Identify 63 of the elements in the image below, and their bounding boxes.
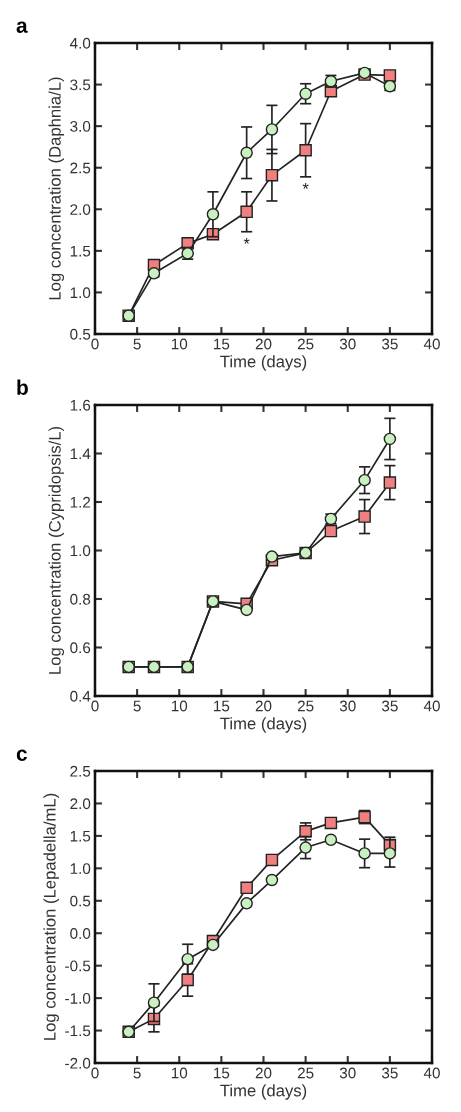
x-tick-label: 20 (255, 700, 272, 712)
y-tick-label: 1.6 (70, 399, 91, 411)
y-tick-label: 2.0 (70, 798, 91, 810)
x-tick-label: 5 (133, 700, 141, 712)
x-tick-label: 25 (297, 1067, 314, 1079)
y-axis-title: Log concentration (Daphnia/L) (48, 77, 65, 300)
y-tick-label: -0.5 (65, 960, 91, 972)
x-tick-label: 0 (91, 338, 99, 350)
x-tick-label: 30 (339, 338, 356, 350)
y-tick-label: 4.0 (69, 37, 91, 49)
x-tick-label: 0 (91, 700, 99, 712)
chart-title: b (17, 379, 28, 395)
x-tick-label: 25 (297, 700, 314, 712)
y-tick-label: 3.5 (70, 79, 91, 91)
x-tick-label: 30 (339, 700, 356, 712)
chart-title: a (16, 21, 28, 33)
y-tick-label: 0.5 (70, 895, 91, 907)
annotation: * (302, 183, 309, 189)
x-axis-title: Time (days) (220, 355, 307, 371)
y-axis-title: Log concentration (Lepadella/mL) (43, 793, 59, 1040)
y-tick-label: 0.6 (70, 642, 91, 654)
x-tick-label: 40 (423, 1067, 440, 1079)
x-tick-label: 5 (133, 338, 141, 350)
x-tick-label: 5 (133, 1067, 141, 1079)
x-tick-label: 0 (91, 1067, 99, 1079)
x-tick-label: 10 (171, 338, 188, 350)
x-tick-label: 40 (423, 338, 440, 350)
x-tick-label: 25 (297, 338, 314, 350)
x-tick-label: 20 (255, 338, 272, 350)
y-tick-label: 2.0 (70, 204, 91, 215)
y-tick-label: 1.0 (70, 545, 91, 557)
y-tick-label: -2.0 (65, 1057, 91, 1069)
y-tick-label: -1.0 (65, 992, 91, 1004)
y-tick-label: 2.5 (70, 162, 91, 174)
chart-title: c (16, 749, 27, 761)
x-tick-label: 35 (381, 700, 398, 712)
y-tick-label: 2.5 (70, 765, 91, 777)
x-axis-title: Time (days) (220, 1084, 307, 1100)
x-tick-label: 35 (381, 338, 398, 350)
y-tick-label: 1.5 (70, 245, 91, 257)
y-tick-label: 1.2 (70, 496, 91, 508)
y-tick-label: 0.4 (70, 690, 91, 702)
x-tick-label: 15 (214, 338, 230, 350)
y-tick-label: 3.0 (70, 121, 91, 132)
x-tick-label: 10 (171, 1067, 188, 1079)
x-axis-title: Time (days) (220, 717, 307, 733)
y-tick-label: -1.5 (65, 1025, 91, 1037)
y-tick-label: 0.5 (70, 328, 91, 340)
y-tick-label: 0.0 (70, 928, 91, 939)
x-tick-label: 35 (381, 1067, 398, 1079)
y-tick-label: 1.4 (70, 448, 91, 460)
x-tick-label: 10 (171, 700, 188, 712)
y-axis-title: Log concentration (Cypridopsis/L) (48, 426, 65, 674)
x-tick-label: 30 (339, 1067, 356, 1079)
x-tick-label: 15 (214, 700, 230, 712)
y-tick-label: 1.5 (70, 830, 91, 842)
y-tick-label: 0.8 (70, 593, 91, 605)
x-tick-label: 15 (214, 1067, 230, 1079)
annotation: * (243, 237, 250, 244)
y-tick-label: 1.0 (70, 287, 91, 299)
x-tick-label: 40 (423, 700, 440, 712)
y-tick-label: 1.0 (70, 863, 91, 875)
x-tick-label: 20 (255, 1067, 272, 1079)
